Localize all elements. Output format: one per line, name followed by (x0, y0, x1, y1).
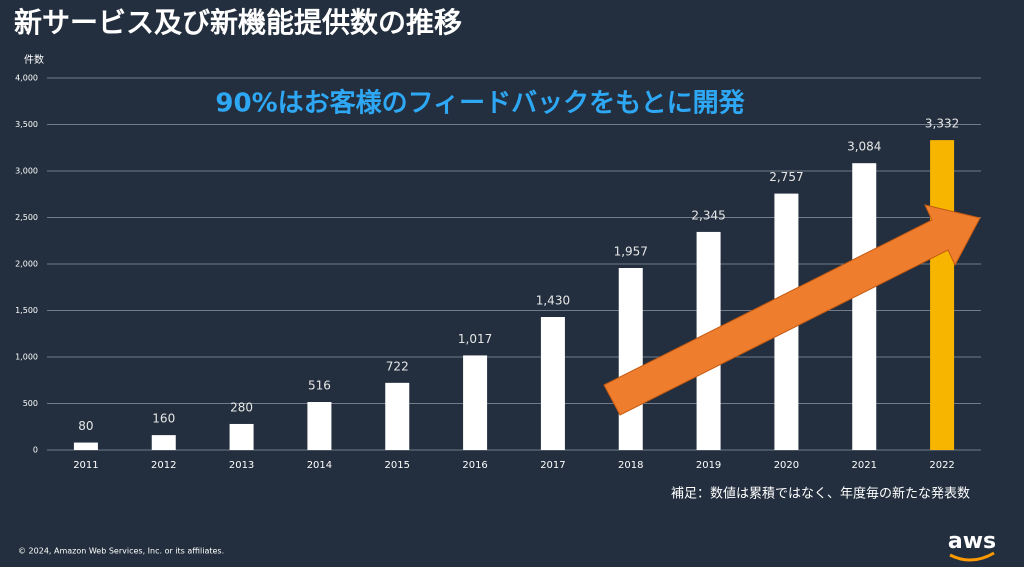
x-tick-label: 2018 (618, 460, 643, 471)
x-tick-label: 2015 (385, 460, 410, 471)
bar (73, 442, 98, 450)
y-axis-label: 件数 (24, 53, 44, 66)
y-tick-label: 2,000 (15, 260, 38, 269)
logo: aws (948, 529, 996, 554)
trend-arrow (603, 204, 981, 416)
bar (307, 402, 332, 450)
value-label: 3,332 (925, 117, 959, 131)
plot: 0 500 1,000 1,500 2,000 2,500 3,000 3,500 4,000 2… (15, 74, 981, 471)
copyright: © 2024, Amazon Web Services, Inc. or its… (18, 547, 224, 556)
value-label: 2,757 (769, 170, 803, 184)
bar (385, 382, 410, 450)
y-tick-label: 500 (23, 399, 38, 408)
y-tick-label: 0 (33, 446, 38, 455)
x-tick-label: 2022 (929, 460, 954, 471)
x-tick-label: 2020 (774, 460, 799, 471)
bar (151, 435, 176, 450)
x-tick-label: 2012 (151, 460, 176, 471)
chart-title: 新サービス及び新機能提供数の推移 (14, 6, 462, 39)
value-label: 280 (230, 400, 253, 414)
value-label: 1,957 (614, 244, 648, 258)
x-tick-label: 2016 (462, 460, 487, 471)
value-label: 80 (78, 419, 93, 433)
annotation: 90%はお客様のフィードバックをもとに開発 (215, 88, 745, 119)
bar (930, 140, 955, 450)
x-tick-label: 2019 (696, 460, 721, 471)
y-tick-label: 4,000 (15, 74, 38, 83)
x-tick-label: 2017 (540, 460, 565, 471)
y-tick-label: 3,000 (15, 167, 38, 176)
y-tick-label: 3,500 (15, 120, 38, 129)
value-label: 3,084 (847, 140, 881, 154)
value-label: 1,430 (536, 294, 570, 308)
bar (618, 267, 643, 450)
bar (229, 423, 254, 450)
x-tick-label: 2011 (73, 460, 98, 471)
y-tick-label: 2,500 (15, 213, 38, 222)
value-label: 160 (152, 412, 175, 426)
value-label: 2,345 (691, 208, 725, 222)
x-tick-label: 2021 (852, 460, 877, 471)
x-tick-label: 2014 (307, 460, 332, 471)
bar (463, 355, 488, 450)
value-label: 516 (308, 379, 331, 393)
bar (852, 163, 877, 451)
bar (540, 317, 565, 450)
y-tick-label: 1,000 (15, 353, 38, 362)
footnote: 補足：数値は累積ではなく、年度毎の新たな発表数 (671, 486, 970, 502)
logo-smile (949, 551, 995, 562)
y-tick-label: 1,500 (15, 306, 38, 315)
value-label: 1,017 (458, 332, 492, 346)
x-tick-label: 2013 (229, 460, 254, 471)
value-label: 722 (386, 359, 409, 373)
